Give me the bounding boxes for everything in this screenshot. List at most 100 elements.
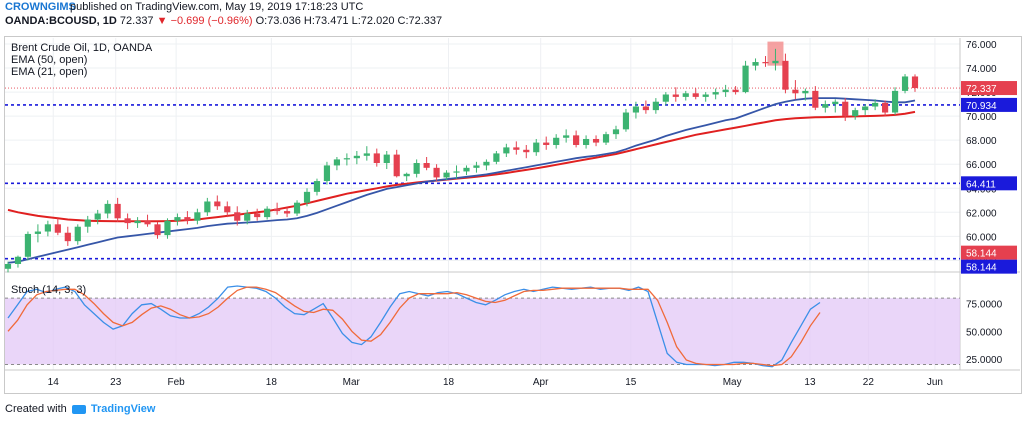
tradingview-logo-icon xyxy=(71,404,86,414)
candle-body xyxy=(393,154,400,177)
candle-body xyxy=(34,231,41,234)
candle-body xyxy=(722,89,729,93)
candle-body xyxy=(612,129,620,135)
candle-body xyxy=(702,94,709,97)
candle-body xyxy=(772,60,779,64)
candle-body xyxy=(254,213,261,218)
candle-body xyxy=(114,203,121,219)
author-name[interactable]: CROWNGIMS xyxy=(5,1,76,13)
chart-title: Brent Crude Oil, 1D, OANDA xyxy=(11,42,153,54)
candle-body xyxy=(692,93,699,97)
candle-body xyxy=(303,191,311,203)
time-tick-label: 23 xyxy=(110,377,122,388)
candle-body xyxy=(333,159,341,166)
candle-body xyxy=(533,142,540,153)
ema21-line xyxy=(7,97,916,264)
candle-body xyxy=(832,101,839,105)
time-tick-label: Feb xyxy=(168,377,186,388)
time-tick-label: Jun xyxy=(927,377,943,388)
symbol-label: OANDA:BCOUSD, 1D xyxy=(5,15,117,27)
price-label-box xyxy=(961,259,1017,274)
price-label-box xyxy=(961,245,1017,260)
candle-body xyxy=(64,232,71,242)
candle-body xyxy=(313,181,321,192)
candle-body xyxy=(752,62,759,66)
price-tick-label: 74.000 xyxy=(966,64,997,75)
candle-body xyxy=(433,167,440,178)
candle-body xyxy=(463,167,470,172)
candle-body xyxy=(134,220,141,224)
candle-body xyxy=(503,147,510,154)
candle-body xyxy=(363,153,370,156)
candle-body xyxy=(592,138,600,143)
time-tick-label: May xyxy=(723,377,742,388)
candle-body xyxy=(822,104,829,108)
price-label-box xyxy=(961,97,1017,112)
stoch-line-d xyxy=(7,286,821,367)
candle-body xyxy=(543,142,550,145)
candle-body xyxy=(4,263,12,269)
price-tick-label: 76.000 xyxy=(966,40,997,51)
candle-body xyxy=(872,102,879,107)
candle-body xyxy=(154,224,161,236)
price-label: 58.144 xyxy=(966,263,997,274)
stoch-tick-label: 75.0000 xyxy=(966,300,1003,311)
candle-body xyxy=(523,149,530,153)
chart-frame xyxy=(4,36,1022,394)
candle-body xyxy=(742,65,749,93)
candle-body xyxy=(24,233,32,257)
candle-body xyxy=(194,212,201,221)
candle-body xyxy=(234,212,241,221)
price-tick-label: 70.000 xyxy=(966,112,997,123)
candle-body xyxy=(792,89,799,94)
candle-body xyxy=(513,147,520,150)
candle-body xyxy=(453,171,460,173)
candle-body xyxy=(862,106,869,111)
candle-body xyxy=(84,219,91,227)
price-change: ▼ −0.699 (−0.96%) xyxy=(156,15,253,27)
price-label: 58.144 xyxy=(966,249,997,260)
candle-body xyxy=(642,106,649,111)
tradingview-brand[interactable]: TradingView xyxy=(90,403,156,415)
low-value: L:72.020 xyxy=(351,15,395,27)
ema21-legend: EMA (21, open) xyxy=(11,66,88,78)
candle-body xyxy=(104,203,111,214)
price-label: 70.934 xyxy=(966,101,997,112)
candle-body xyxy=(204,201,211,213)
candle-body xyxy=(264,208,271,218)
candle-body xyxy=(553,137,560,145)
candle-body xyxy=(413,163,420,174)
ohlc-readout: OANDA:BCOUSD, 1D 72.337 ▼ −0.699 (−0.96%… xyxy=(5,14,442,28)
stoch-legend: Stoch (14, 3, 3) xyxy=(11,284,87,296)
candle-body xyxy=(94,213,101,220)
candle-body xyxy=(353,155,360,159)
open-value: O:73.036 xyxy=(255,15,301,27)
time-tick-label: Apr xyxy=(533,377,549,388)
price-label-box xyxy=(961,176,1017,191)
time-tick-label: Mar xyxy=(343,377,361,388)
candle-body xyxy=(802,90,809,94)
candle-body xyxy=(224,206,231,213)
candle-body xyxy=(563,135,570,138)
candle-body xyxy=(882,102,889,113)
top-bar: CROWNGIMS published on TradingView.com, … xyxy=(0,0,1024,27)
close-value: C:72.337 xyxy=(397,15,443,27)
footer: Created with TradingView xyxy=(5,403,155,415)
price-tick-label: 62.000 xyxy=(966,208,997,219)
candle-body xyxy=(144,220,151,225)
time-tick-label: 18 xyxy=(266,377,278,388)
candle-body xyxy=(323,165,331,182)
price-tick-label: 66.000 xyxy=(966,160,997,171)
candle-body xyxy=(274,208,281,212)
candle-body xyxy=(244,213,251,221)
candle-body xyxy=(602,134,610,143)
time-tick-label: 14 xyxy=(48,377,60,388)
candle-body xyxy=(403,173,410,177)
last-price: 72.337 xyxy=(119,15,154,27)
candle-body xyxy=(852,110,859,117)
candle-body xyxy=(662,94,669,102)
ema50-line xyxy=(7,110,916,223)
candle-body xyxy=(283,211,291,214)
price-tick-label: 60.000 xyxy=(966,232,997,243)
